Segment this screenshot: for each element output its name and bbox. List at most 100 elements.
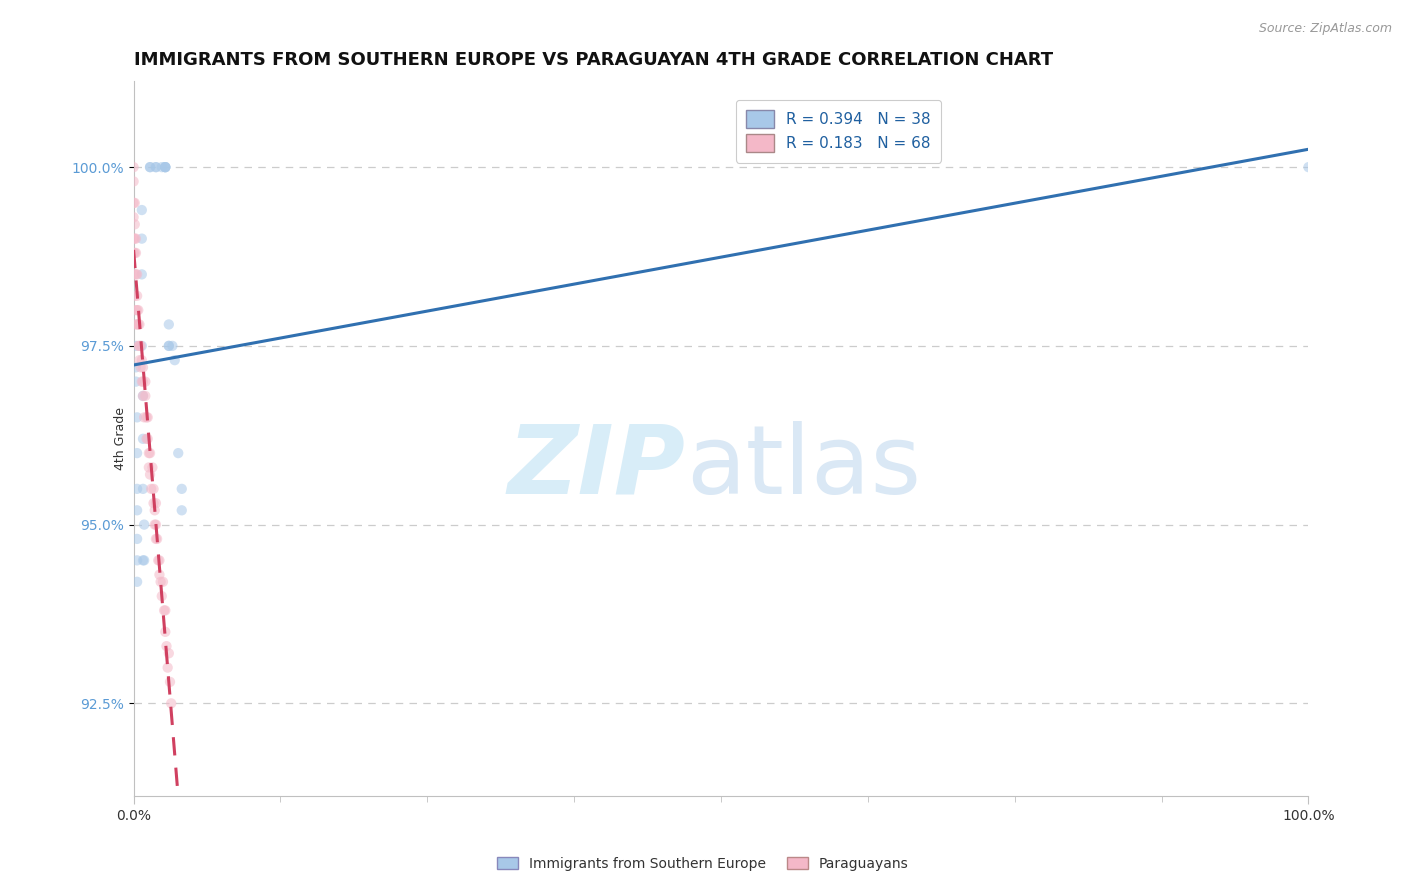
Point (162, 339, 184, 353)
Legend: R = 0.394   N = 38, R = 0.183   N = 68: R = 0.394 N = 38, R = 0.183 N = 68 (735, 100, 942, 162)
Point (156, 660, 179, 674)
Point (146, 532, 169, 546)
Point (138, 446, 160, 460)
Point (145, 532, 167, 546)
Point (122, 195, 145, 210)
Point (127, 289, 149, 303)
Point (157, 646, 180, 660)
Point (145, 160, 167, 174)
Point (127, 446, 149, 460)
Point (139, 160, 162, 174)
Point (150, 589, 173, 603)
Point (155, 160, 177, 174)
Point (125, 318, 148, 332)
Point (132, 360, 155, 375)
Point (134, 389, 156, 403)
Point (145, 160, 167, 174)
Point (159, 674, 181, 689)
Point (124, 217, 146, 231)
Point (125, 360, 148, 375)
Point (148, 553, 170, 567)
Point (125, 232, 148, 246)
Point (153, 603, 176, 617)
Point (124, 246, 146, 260)
Point (125, 268, 148, 282)
Text: Source: ZipAtlas.com: Source: ZipAtlas.com (1258, 22, 1392, 36)
Point (132, 389, 155, 403)
Point (127, 503, 149, 517)
Point (141, 482, 163, 496)
Point (155, 603, 177, 617)
Point (170, 503, 193, 517)
Point (157, 339, 180, 353)
Point (167, 446, 190, 460)
Legend: Immigrants from Southern Europe, Paraguayans: Immigrants from Southern Europe, Paragua… (492, 851, 914, 876)
Point (134, 375, 156, 389)
Point (149, 574, 172, 589)
Point (125, 303, 148, 318)
Point (124, 289, 146, 303)
Point (127, 268, 149, 282)
Point (131, 353, 153, 368)
Point (131, 268, 153, 282)
Point (152, 574, 174, 589)
Point (157, 339, 180, 353)
Point (127, 553, 149, 567)
Point (134, 553, 156, 567)
Point (122, 210, 145, 224)
Point (125, 339, 148, 353)
Point (127, 303, 149, 318)
Point (122, 246, 145, 260)
Point (127, 532, 149, 546)
Point (139, 446, 162, 460)
Point (142, 482, 165, 496)
Point (143, 517, 166, 532)
Point (148, 553, 170, 567)
Point (155, 624, 177, 639)
Point (127, 339, 149, 353)
Point (127, 574, 149, 589)
Point (145, 517, 167, 532)
Point (150, 160, 173, 174)
Point (124, 268, 146, 282)
Point (128, 318, 150, 332)
Point (138, 460, 160, 475)
Point (129, 360, 152, 375)
Point (134, 410, 156, 425)
Point (135, 432, 157, 446)
Text: ZIP: ZIP (508, 421, 686, 514)
Point (1298, 160, 1320, 174)
Point (136, 432, 159, 446)
Point (127, 410, 149, 425)
Point (170, 482, 193, 496)
Point (128, 339, 150, 353)
Text: IMMIGRANTS FROM SOUTHERN EUROPE VS PARAGUAYAN 4TH GRADE CORRELATION CHART: IMMIGRANTS FROM SOUTHERN EUROPE VS PARAG… (134, 51, 1053, 69)
Point (155, 160, 177, 174)
Point (155, 160, 177, 174)
Point (127, 318, 149, 332)
Point (127, 303, 149, 318)
Point (127, 318, 149, 332)
Point (139, 160, 162, 174)
Text: atlas: atlas (686, 421, 921, 514)
Point (155, 639, 177, 653)
Point (135, 410, 157, 425)
Point (131, 202, 153, 217)
Point (145, 496, 167, 510)
Point (125, 375, 148, 389)
Point (128, 353, 150, 368)
Point (139, 467, 162, 482)
Point (122, 232, 145, 246)
Point (132, 389, 155, 403)
Point (157, 318, 180, 332)
Point (132, 375, 155, 389)
Point (125, 246, 148, 260)
Y-axis label: 4th Grade: 4th Grade (114, 408, 127, 470)
Point (155, 160, 177, 174)
Point (163, 353, 186, 368)
Point (132, 553, 155, 567)
Point (132, 432, 155, 446)
Point (122, 160, 145, 174)
Point (134, 517, 156, 532)
Point (160, 697, 183, 711)
